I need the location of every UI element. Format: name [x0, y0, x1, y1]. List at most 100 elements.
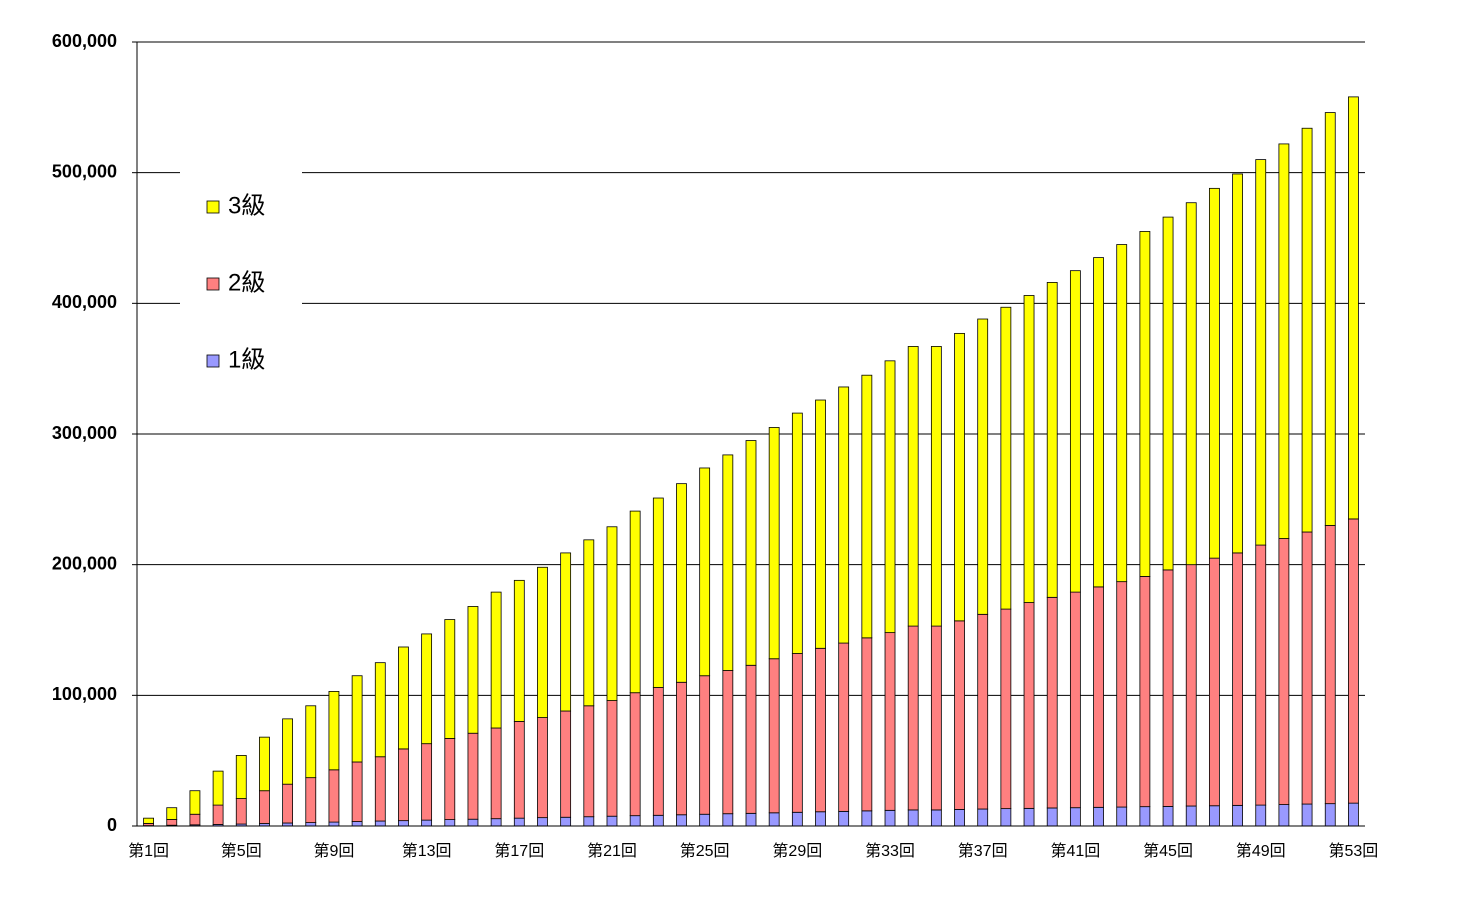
bar-segment	[1255, 159, 1267, 546]
bar-segment	[212, 770, 224, 806]
bar-segment	[1255, 544, 1267, 806]
bar-segment	[1139, 231, 1151, 577]
legend-label: 3級	[228, 192, 265, 219]
bar-segment	[398, 748, 409, 822]
bar-segment	[815, 811, 826, 827]
bar-segment	[1185, 564, 1197, 807]
bar-segment	[421, 819, 433, 827]
bar-segment	[1278, 538, 1290, 805]
bar-segment	[1232, 173, 1243, 554]
bar-segment	[235, 755, 247, 799]
bar-segment	[745, 812, 757, 827]
y-tick-label: 100,000	[52, 684, 117, 704]
bar-segment	[861, 637, 873, 812]
x-tick-label: 第45回	[1143, 842, 1193, 860]
bar-segment	[537, 817, 548, 827]
bar-segment	[1046, 282, 1058, 598]
x-tick-label: 第13回	[402, 842, 452, 860]
bar-segment	[1116, 581, 1128, 808]
bar-segment	[1069, 591, 1081, 809]
x-tick-label: 第37回	[958, 842, 1008, 860]
x-tick-label: 第1回	[128, 842, 169, 860]
x-tick-label: 第5回	[221, 842, 262, 860]
bar-segment	[328, 769, 340, 823]
bar-segment	[1116, 244, 1128, 583]
bar-segment	[930, 625, 942, 811]
bar-segment	[1278, 804, 1290, 827]
bar-segment	[1069, 807, 1081, 827]
y-tick-label: 600,000	[52, 31, 117, 51]
bar-segment	[1116, 806, 1128, 827]
bar-segment	[1208, 805, 1220, 827]
bar-segment	[1162, 216, 1174, 571]
bar-segment	[977, 318, 989, 615]
x-tick-label: 第29回	[772, 842, 822, 860]
bar-segment	[629, 692, 641, 817]
bar-segment	[838, 386, 850, 644]
legend-box	[180, 160, 302, 400]
bar-segment	[1093, 806, 1104, 827]
bar-segment	[768, 658, 780, 814]
bar-segment	[1324, 803, 1336, 827]
bar-segment	[328, 821, 340, 827]
bar-segment	[537, 717, 548, 819]
y-tick-label: 500,000	[52, 161, 117, 181]
bar-segment	[398, 646, 409, 750]
bar-segment	[1348, 96, 1359, 520]
bar-segment	[815, 399, 826, 649]
bar-segment	[699, 675, 711, 815]
bar-segment	[1093, 257, 1104, 588]
bar-segment	[513, 817, 525, 827]
bar-segment	[791, 811, 803, 827]
bar-segment	[884, 632, 896, 811]
bar-segment	[467, 732, 479, 820]
bar-segment	[629, 815, 641, 827]
bar-segment	[351, 675, 363, 763]
bar-segment	[629, 510, 641, 694]
bar-segment	[537, 566, 548, 718]
bar-segment	[1278, 143, 1290, 539]
bar-segment	[513, 579, 525, 722]
bar-segment	[722, 454, 734, 671]
bar-segment	[884, 360, 896, 634]
bar-segment	[421, 633, 433, 745]
bar-segment	[907, 625, 919, 811]
bar-segment	[1324, 525, 1336, 805]
bar-segment	[1000, 306, 1012, 610]
labels: 0 100,000 200,000 300,000 400,000 500,000 600,…	[52, 31, 1378, 860]
legend-swatch	[206, 200, 220, 214]
bar-segment	[189, 790, 201, 815]
bar-segment	[189, 813, 201, 826]
bar-segment	[1139, 806, 1151, 827]
bar-segment	[1000, 808, 1012, 827]
bar-segment	[954, 332, 965, 622]
bar-segment	[791, 412, 803, 654]
bar-segment	[583, 705, 595, 818]
bar-segment	[907, 809, 919, 827]
bar-segment	[1162, 806, 1174, 827]
bar-segment	[1162, 569, 1174, 807]
bar-segment	[560, 710, 572, 818]
bar-segment	[1185, 805, 1197, 827]
bar-segment	[954, 620, 965, 810]
bar-segment	[490, 727, 502, 820]
bar-segment	[1232, 552, 1243, 806]
bar-segment	[652, 814, 664, 827]
bar-segment	[282, 718, 294, 785]
x-tick-label: 第25回	[680, 842, 730, 860]
bar-segment	[398, 820, 409, 827]
bar-segment	[374, 820, 386, 827]
bar-segment	[699, 467, 711, 677]
bar-segment	[652, 497, 664, 688]
bar-segment	[930, 346, 942, 627]
bar-segment	[815, 647, 826, 813]
bar-segment	[838, 642, 850, 812]
bar-segment	[1023, 807, 1035, 827]
bar-segment	[444, 738, 456, 820]
bar-segment	[374, 756, 386, 822]
bar-segment	[606, 700, 618, 817]
y-tick-label: 400,000	[52, 292, 117, 312]
bar-segment	[1301, 803, 1313, 827]
bar-segment	[977, 613, 989, 810]
